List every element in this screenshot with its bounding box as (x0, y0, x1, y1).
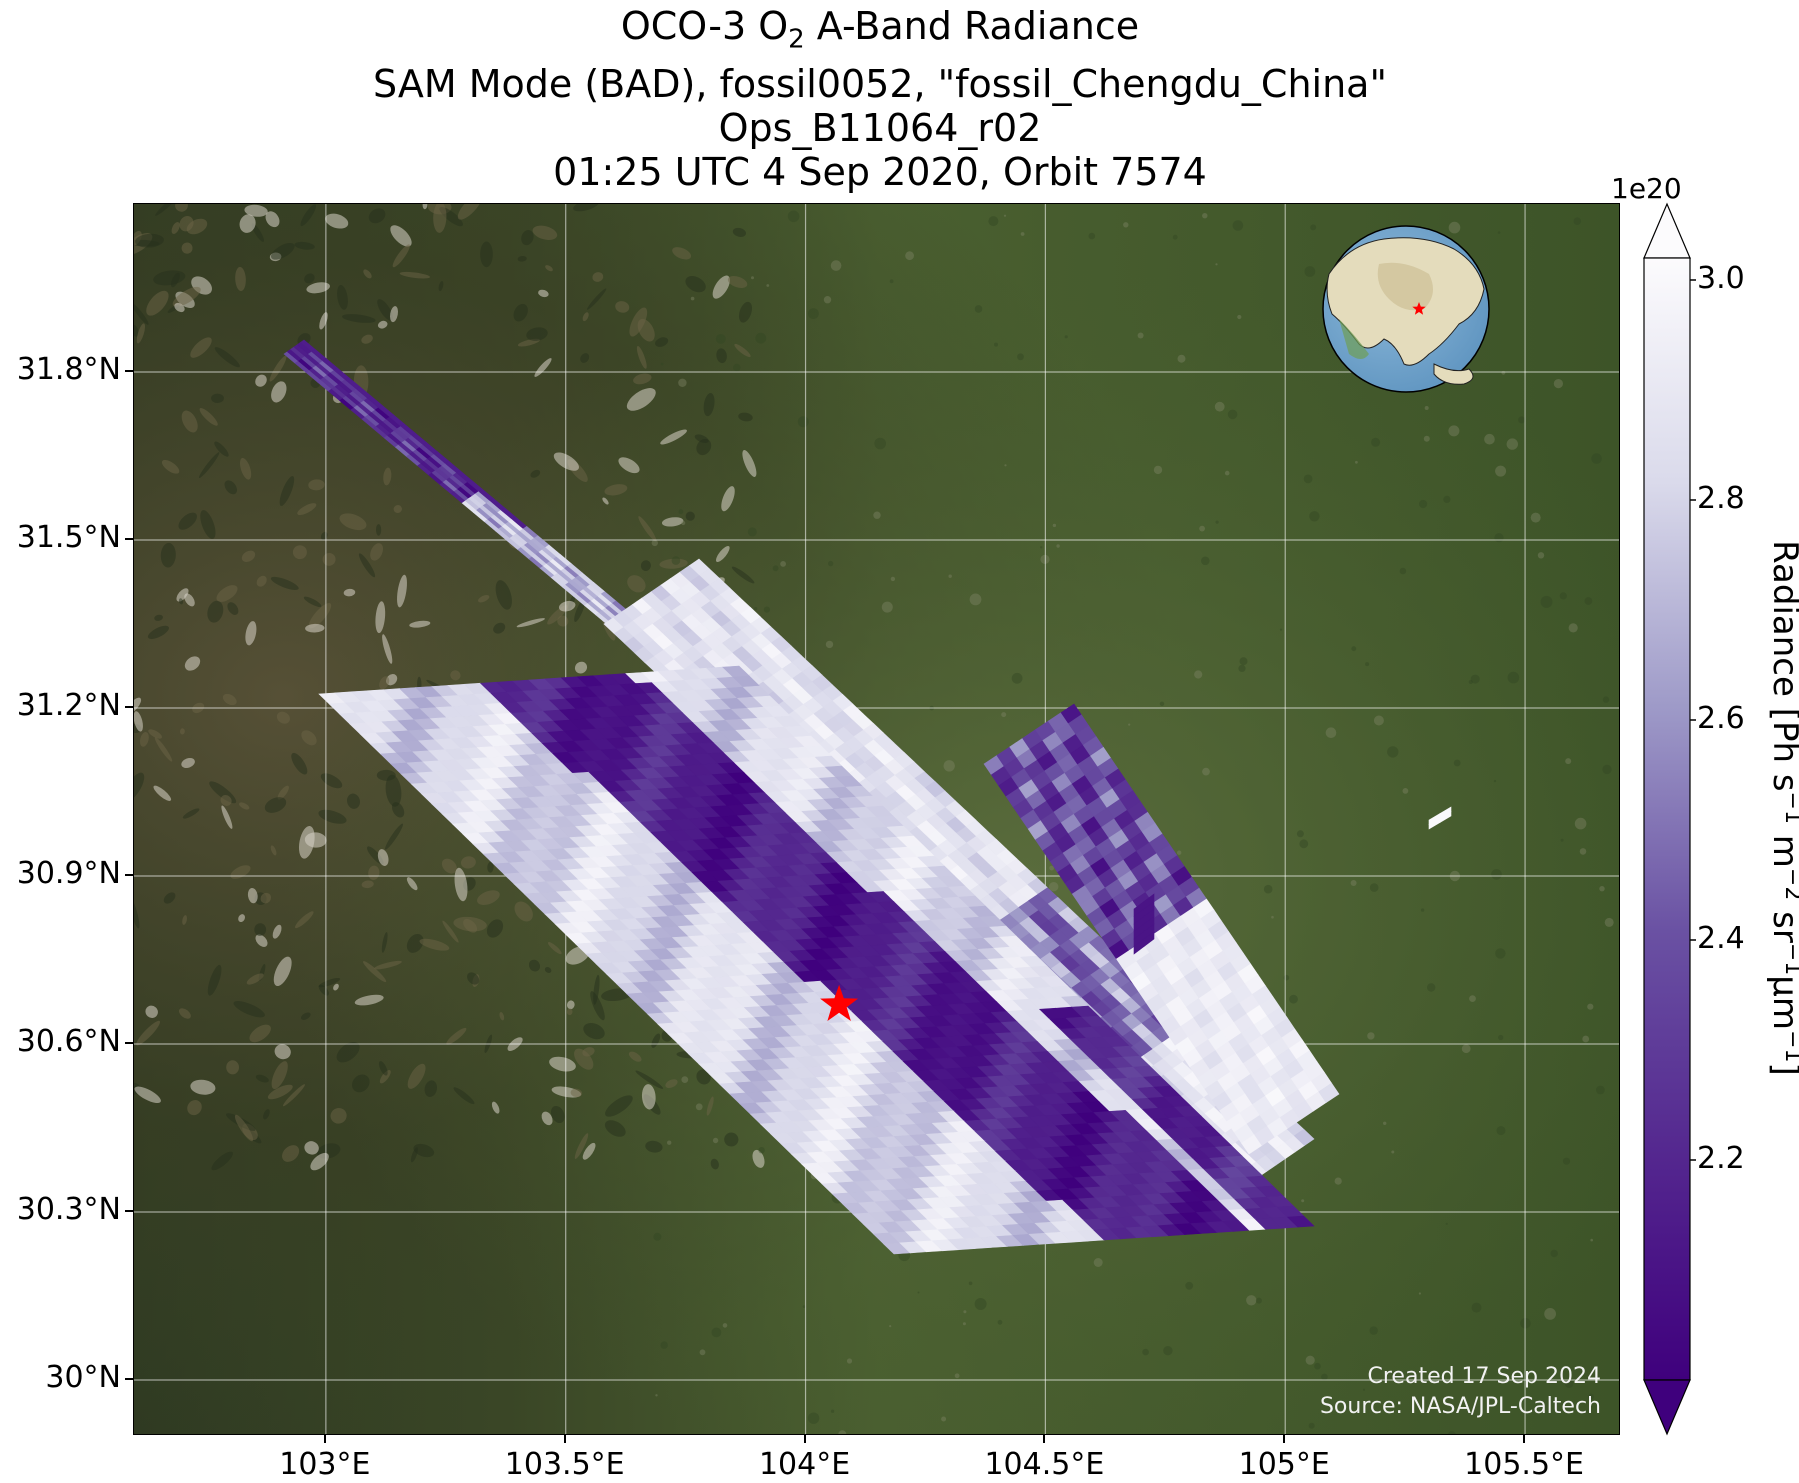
x-tick-mark (563, 1435, 566, 1443)
credit-created: Created 17 Sep 2024 (1367, 1364, 1602, 1389)
radiance-pixel (1293, 1128, 1315, 1146)
target-star-icon (820, 984, 859, 1021)
y-tick-mark (125, 1210, 133, 1212)
y-tick-mark (125, 1378, 133, 1380)
swath-fragment (1133, 893, 1155, 955)
colorbar (1643, 202, 1696, 1436)
y-tick-label: 31.2°N (16, 688, 121, 723)
y-tick-label: 30.3°N (16, 1192, 121, 1227)
radiance-pixel (1286, 1215, 1315, 1228)
colorbar-tick-label: 2.2 (1697, 1141, 1745, 1176)
credit-source: Source: NASA/JPL-Caltech (1319, 1394, 1601, 1419)
x-tick-label: 103°E (279, 1447, 371, 1482)
globe-target-star-icon (1412, 302, 1426, 315)
y-tick-label: 30°N (45, 1360, 121, 1395)
y-tick-mark (125, 706, 133, 708)
radiance-pixel (1439, 810, 1452, 824)
y-tick-mark (125, 538, 133, 540)
swath-fragment-white (1428, 806, 1452, 830)
title-line-3: Ops_B11064_r02 (718, 105, 1042, 150)
x-tick-mark (1043, 1435, 1046, 1443)
colorbar-tick-label: 2.6 (1697, 701, 1745, 736)
colorbar-tick-label: 2.4 (1697, 921, 1745, 956)
title-line-1: OCO-3 O2 A-Band Radiance (620, 4, 1140, 55)
y-tick-label: 31.5°N (16, 520, 121, 555)
title-line-2: SAM Mode (BAD), fossil0052, "fossil_Chen… (373, 61, 1387, 106)
swath-c (318, 665, 1315, 1255)
x-tick-mark (803, 1435, 806, 1443)
figure-title: OCO-3 O2 A-Band Radiance SAM Mode (BAD),… (0, 4, 1760, 194)
colorbar-exponent: 1e20 (1611, 172, 1682, 205)
x-tick-label: 103.5°E (504, 1447, 625, 1482)
credit-text: Created 17 Sep 2024 Source: NASA/JPL-Cal… (1320, 1362, 1601, 1422)
y-tick-mark (125, 874, 133, 876)
y-tick-label: 30.6°N (16, 1024, 121, 1059)
colorbar-gradient (1643, 257, 1691, 1381)
x-tick-label: 105.5°E (1464, 1447, 1584, 1482)
y-tick-mark (125, 370, 133, 372)
x-tick-label: 104°E (758, 1447, 851, 1482)
colorbar-high-extension (1643, 202, 1691, 259)
x-tick-mark (323, 1435, 326, 1443)
y-tick-label: 31.8°N (16, 352, 121, 387)
radiance-swaths[interactable] (283, 339, 1452, 1255)
x-tick-mark (1523, 1435, 1526, 1443)
title-line-4: 01:25 UTC 4 Sep 2020, Orbit 7574 (553, 149, 1207, 194)
x-tick-mark (1283, 1435, 1286, 1443)
colorbar-title: Radiance [Ph s−1 m−2 sr−1μm−1] (1764, 540, 1799, 1076)
x-tick-label: 104.5°E (984, 1447, 1105, 1482)
map-panel[interactable]: Created 17 Sep 2024 Source: NASA/JPL-Cal… (133, 203, 1620, 1435)
radiance-pixel (1318, 1082, 1340, 1104)
colorbar-tick-label: 3.0 (1697, 261, 1745, 296)
radiance-pixel (1143, 930, 1155, 948)
y-tick-label: 30.9°N (16, 856, 121, 891)
colorbar-low-extension (1643, 1379, 1691, 1436)
colorbar-tick-label: 2.8 (1697, 481, 1745, 516)
swath-d (983, 703, 1340, 1155)
x-tick-label: 105°E (1238, 1447, 1330, 1482)
map-canvas[interactable] (134, 204, 1620, 1435)
y-tick-mark (125, 1042, 133, 1044)
inset-globe (1322, 225, 1490, 393)
